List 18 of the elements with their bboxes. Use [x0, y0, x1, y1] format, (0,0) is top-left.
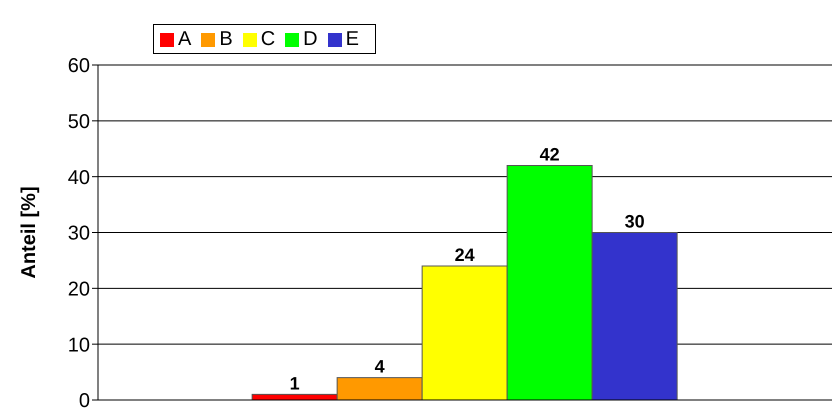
y-tick-label: 30	[68, 222, 90, 245]
y-tick-label: 0	[78, 390, 90, 412]
data-label: 30	[624, 212, 645, 232]
data-label: 24	[454, 245, 475, 265]
y-axis-title: Anteil [%]	[18, 186, 40, 279]
data-label: 1	[290, 373, 300, 394]
y-tick-label: 50	[68, 110, 90, 133]
y-tick-label: 60	[68, 55, 90, 78]
legend-label: D	[303, 28, 318, 50]
legend-label: B	[219, 28, 233, 50]
y-tick-label: 20	[68, 278, 90, 300]
legend-label: A	[178, 28, 192, 50]
data-label: 4	[374, 356, 385, 377]
y-tick-label: 40	[68, 166, 90, 189]
legend-label: E	[346, 28, 359, 50]
data-label: 42	[540, 144, 560, 164]
legend-label: C	[260, 28, 276, 50]
y-tick-label: 10	[68, 334, 90, 356]
